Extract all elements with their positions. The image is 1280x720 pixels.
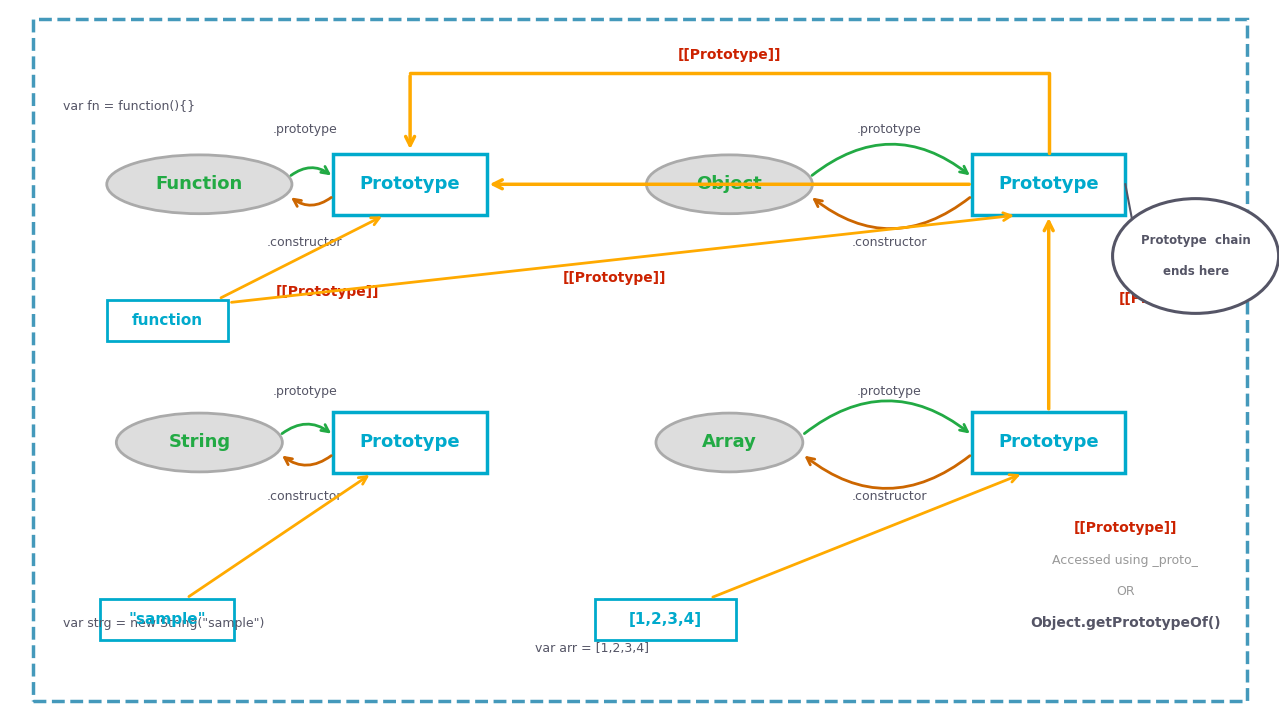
Text: Object.getPrototypeOf(): Object.getPrototypeOf() xyxy=(1030,616,1221,630)
Text: .prototype: .prototype xyxy=(856,122,922,135)
Ellipse shape xyxy=(655,413,803,472)
Text: OR: OR xyxy=(1116,585,1134,598)
Text: [[Prototype]]: [[Prototype]] xyxy=(1074,521,1178,535)
Text: var fn = function(){}: var fn = function(){} xyxy=(63,99,195,112)
Text: .prototype: .prototype xyxy=(856,385,922,398)
Text: [[Prototype]]: [[Prototype]] xyxy=(1119,292,1222,306)
Text: [[Prototype]]: [[Prototype]] xyxy=(677,48,781,63)
Text: Prototype: Prototype xyxy=(998,175,1100,193)
Ellipse shape xyxy=(646,155,813,214)
Text: [1,2,3,4]: [1,2,3,4] xyxy=(628,612,703,627)
Text: .constructor: .constructor xyxy=(268,236,343,249)
Text: Prototype: Prototype xyxy=(998,433,1100,451)
FancyBboxPatch shape xyxy=(972,154,1125,215)
FancyBboxPatch shape xyxy=(595,599,736,640)
Text: Accessed using _proto_: Accessed using _proto_ xyxy=(1052,554,1198,567)
Text: var strg = new String("sample"): var strg = new String("sample") xyxy=(63,617,264,630)
Ellipse shape xyxy=(106,155,292,214)
Text: .prototype: .prototype xyxy=(273,385,337,398)
Text: Function: Function xyxy=(156,175,243,193)
Text: Prototype: Prototype xyxy=(360,175,461,193)
Text: [[Prototype]]: [[Prototype]] xyxy=(275,285,379,299)
FancyBboxPatch shape xyxy=(33,19,1247,701)
Text: [[Prototype]]: [[Prototype]] xyxy=(563,271,666,284)
Text: .prototype: .prototype xyxy=(273,122,337,135)
FancyBboxPatch shape xyxy=(106,300,228,341)
Text: function: function xyxy=(132,313,204,328)
Text: var arr = [1,2,3,4]: var arr = [1,2,3,4] xyxy=(535,642,649,655)
Text: ends here: ends here xyxy=(1162,265,1229,279)
Text: .constructor: .constructor xyxy=(851,490,927,503)
Text: .constructor: .constructor xyxy=(268,490,343,503)
Text: String: String xyxy=(168,433,230,451)
Text: "sample": "sample" xyxy=(128,612,206,627)
Text: Prototype: Prototype xyxy=(360,433,461,451)
FancyBboxPatch shape xyxy=(972,412,1125,473)
Ellipse shape xyxy=(116,413,283,472)
Text: Array: Array xyxy=(701,433,756,451)
Text: .constructor: .constructor xyxy=(851,236,927,249)
FancyBboxPatch shape xyxy=(100,599,234,640)
Text: Object: Object xyxy=(696,175,763,193)
FancyBboxPatch shape xyxy=(334,154,486,215)
FancyBboxPatch shape xyxy=(334,412,486,473)
Ellipse shape xyxy=(1112,199,1279,313)
Text: Prototype  chain: Prototype chain xyxy=(1140,234,1251,247)
